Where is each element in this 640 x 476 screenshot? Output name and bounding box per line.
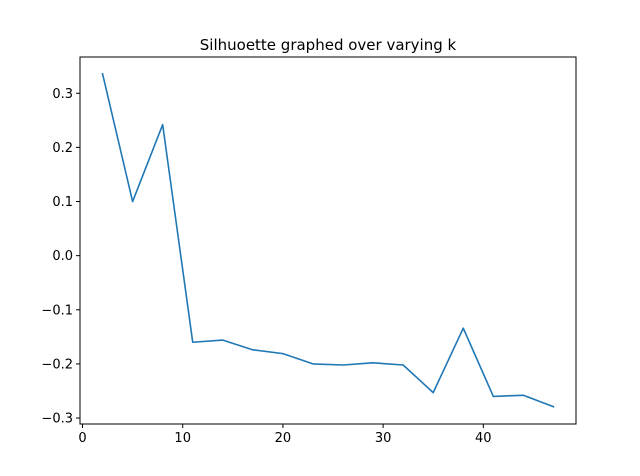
y-tick-label: 0.2 xyxy=(52,141,73,156)
x-axis: 0 10 20 30 40 xyxy=(78,424,492,446)
y-tick-label: −0.1 xyxy=(41,303,73,318)
x-tick-label: 0 xyxy=(78,431,86,446)
y-tick-label: 0.0 xyxy=(52,249,73,264)
y-tick-label: 0.3 xyxy=(52,87,73,102)
series-layer xyxy=(101,72,555,408)
y-axis: −0.3 −0.2 −0.1 0.0 0.1 0.2 0.3 xyxy=(41,87,80,427)
x-tick-label: 20 xyxy=(275,431,292,446)
series-line xyxy=(101,72,555,408)
chart-title: Silhuoette graphed over varying k xyxy=(200,36,457,54)
y-tick-label: 0.1 xyxy=(52,195,73,210)
x-tick-label: 40 xyxy=(475,431,492,446)
plot-frame xyxy=(79,56,577,425)
y-tick-label: −0.3 xyxy=(41,412,73,427)
x-tick-label: 30 xyxy=(375,431,392,446)
x-tick-label: 10 xyxy=(174,431,191,446)
y-tick-label: −0.2 xyxy=(41,357,73,372)
